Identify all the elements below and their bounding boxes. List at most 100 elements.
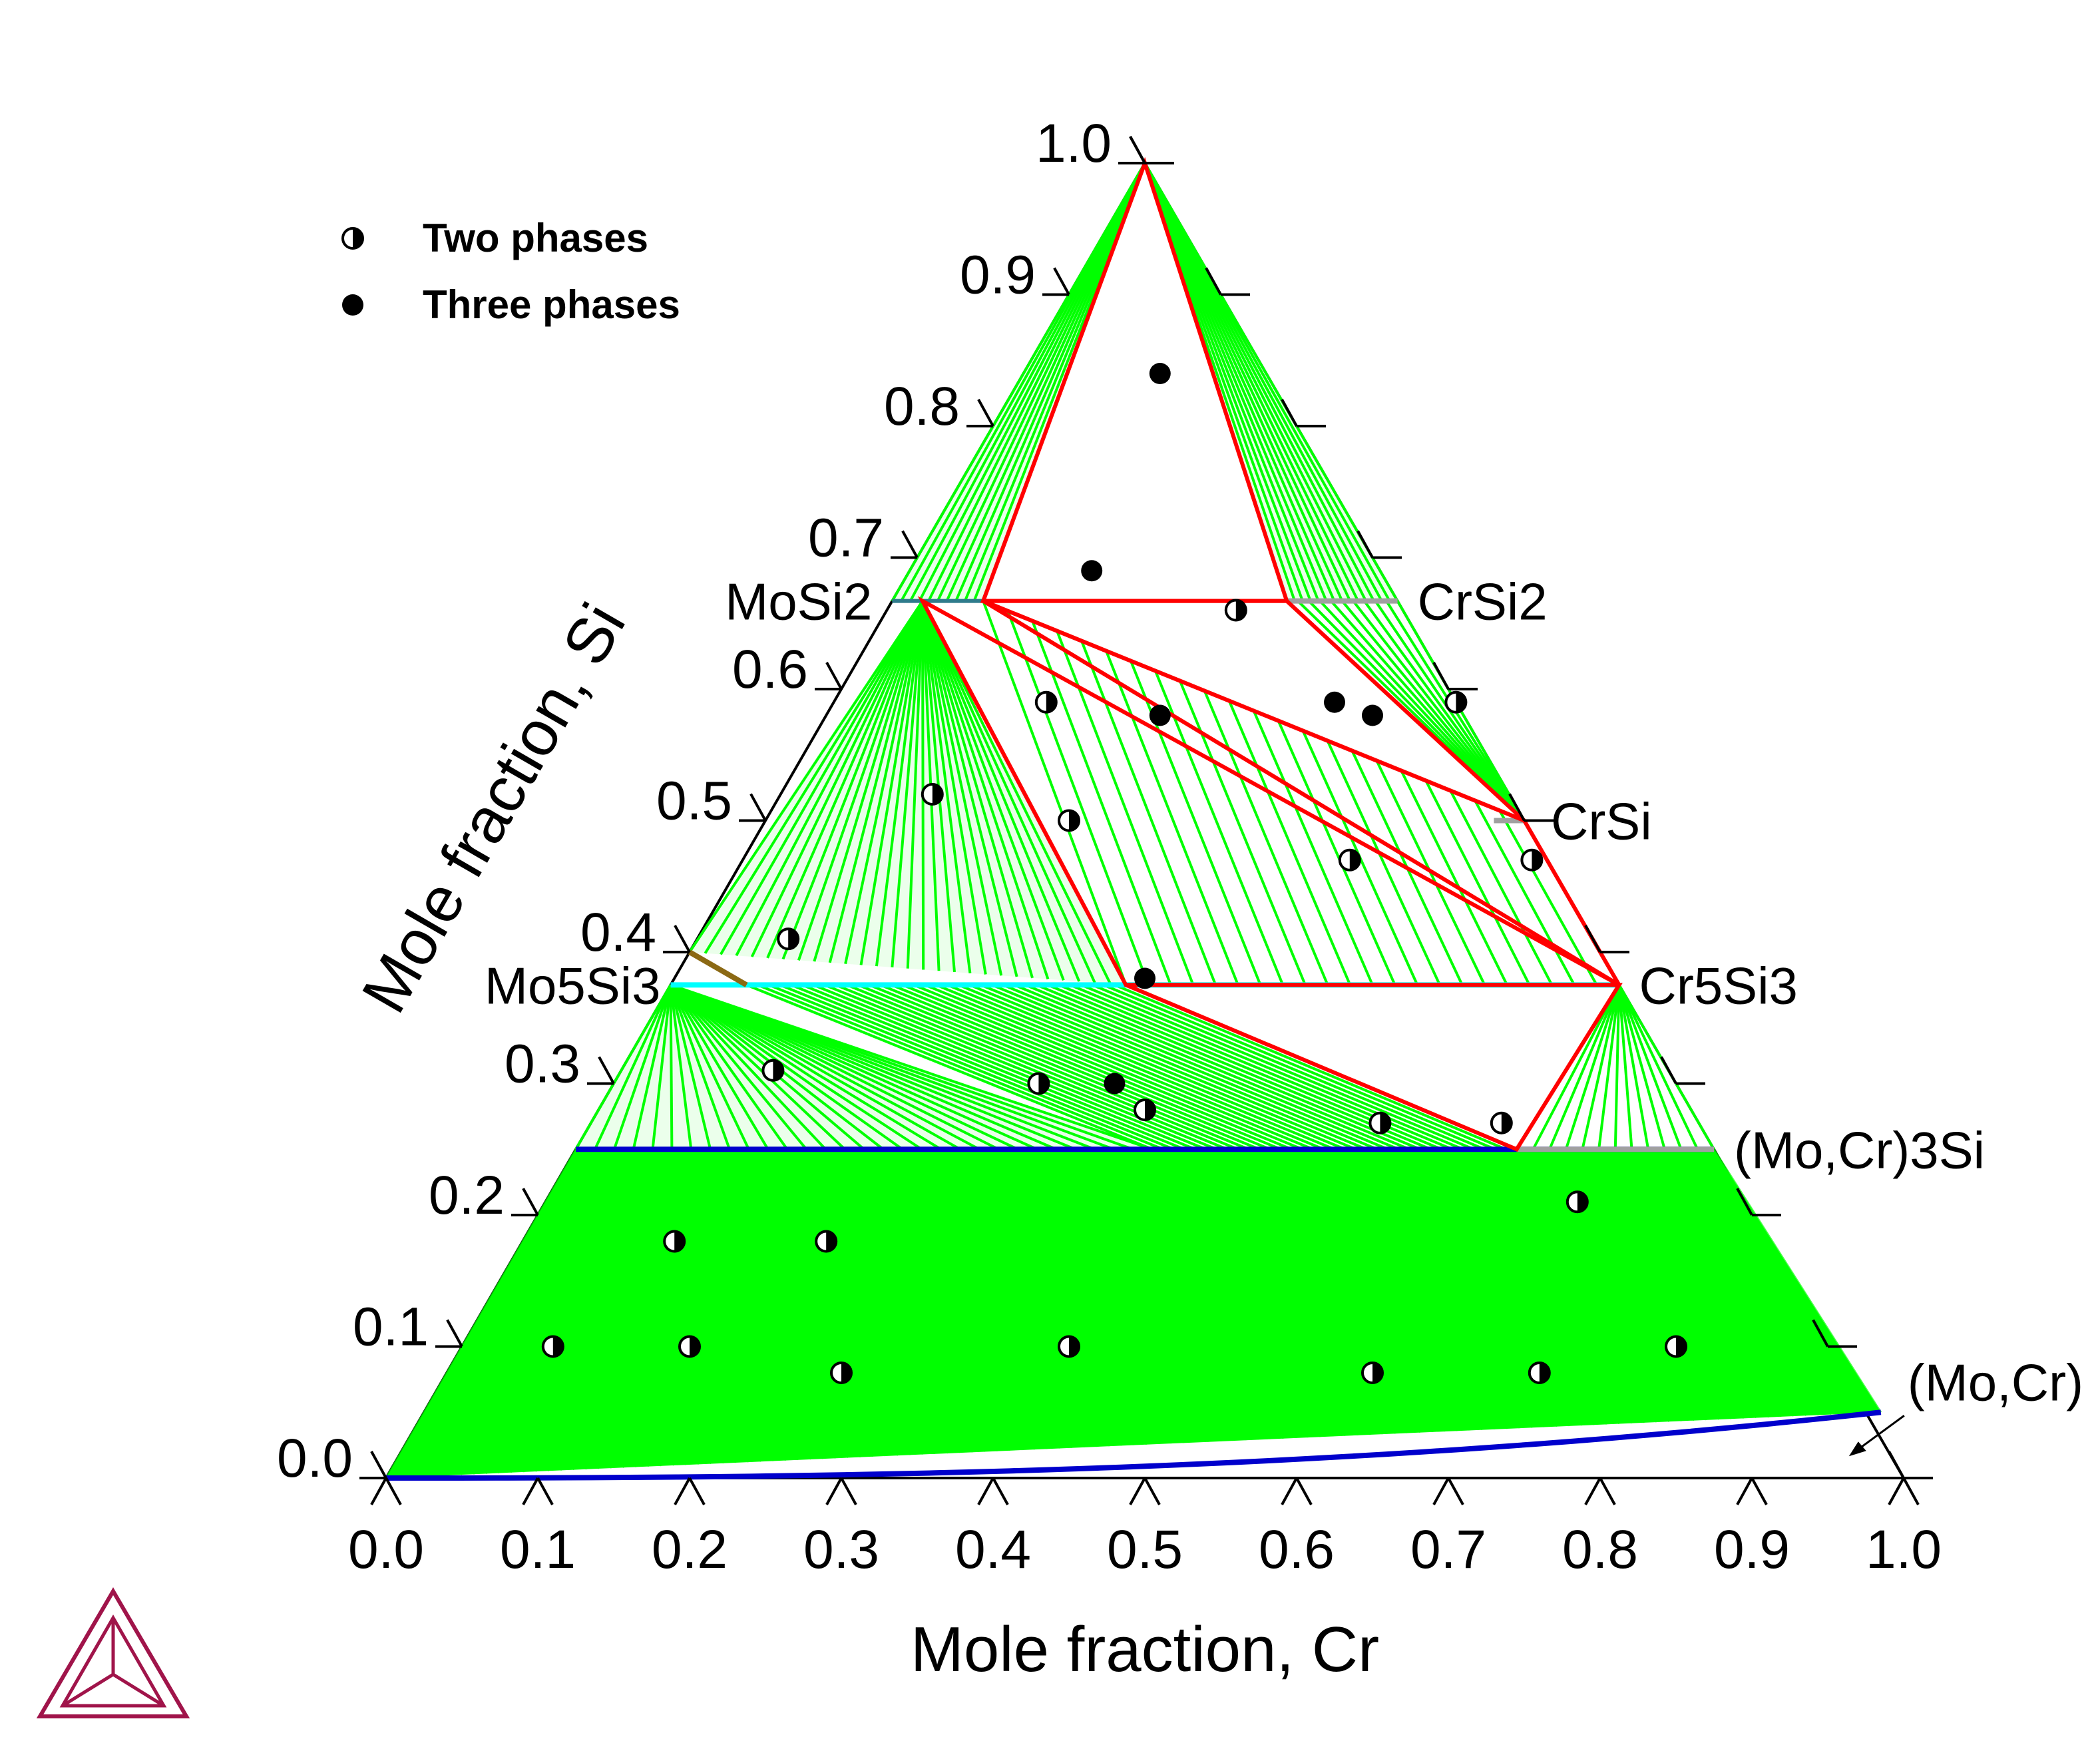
tie-line xyxy=(954,162,1146,602)
marker-half xyxy=(1577,1192,1587,1212)
marker-half xyxy=(773,1060,783,1081)
right-tick xyxy=(1129,136,1146,164)
tie-line xyxy=(797,601,924,961)
tie-line xyxy=(844,601,924,965)
tie-line xyxy=(1286,1149,1322,1437)
x-tick xyxy=(1129,1477,1146,1505)
x-tick xyxy=(688,1477,706,1505)
tie-line xyxy=(1371,1148,1434,1433)
two-phase-point xyxy=(541,1335,564,1358)
x-tick xyxy=(1751,1477,1768,1505)
marker-half xyxy=(1501,1113,1512,1133)
x-tick xyxy=(977,1477,994,1505)
tie-line xyxy=(1363,600,1526,822)
x-tick xyxy=(1902,1477,1920,1505)
arrow-line xyxy=(1853,1415,1905,1453)
tie-line xyxy=(1618,1148,1757,1419)
tie-line xyxy=(1713,1148,1882,1413)
y-tick xyxy=(977,399,994,427)
tie-line xyxy=(982,600,1128,986)
tie-line xyxy=(734,1148,843,1463)
tie-line xyxy=(1438,1148,1521,1429)
three-phase-point xyxy=(1081,560,1103,582)
two-phase-point xyxy=(1665,1335,1687,1358)
right-tick xyxy=(1205,267,1222,296)
tie-line xyxy=(1056,630,1195,986)
right-tick xyxy=(1660,1056,1677,1085)
legend: Two phases Three phases xyxy=(341,216,680,327)
tie-line xyxy=(584,1148,729,1470)
phase-label: MoSi2 xyxy=(725,573,872,631)
tie-line xyxy=(459,1148,634,1475)
tie-line xyxy=(1617,984,1666,1150)
tie-line xyxy=(670,983,1154,1151)
x-tick xyxy=(536,1477,554,1505)
tie-line xyxy=(927,162,1146,602)
tie-line xyxy=(828,601,924,963)
tie-line xyxy=(906,601,924,969)
tie-line xyxy=(1020,1149,1061,1451)
tie-line xyxy=(688,600,924,953)
right-tick xyxy=(1508,793,1526,822)
tie-line xyxy=(612,984,672,1150)
tie-line xyxy=(757,983,1164,1151)
marker-half xyxy=(1235,600,1246,621)
tie-line xyxy=(1219,1149,1235,1441)
right-tick xyxy=(1281,399,1298,427)
tie-region-9 xyxy=(385,1148,1882,1479)
y-tick xyxy=(825,662,843,690)
tie-line xyxy=(933,1148,994,1455)
tie-line xyxy=(1341,600,1526,822)
two-phase-point xyxy=(663,1230,686,1253)
y-tick xyxy=(901,530,919,559)
tie-line xyxy=(670,983,961,1150)
tie-line xyxy=(669,984,808,1150)
tie-line xyxy=(1504,1148,1608,1425)
tie-line xyxy=(1095,1149,1118,1447)
tie-line xyxy=(1014,983,1410,1151)
tie-line xyxy=(1267,1149,1297,1439)
tie-line xyxy=(1343,1148,1396,1434)
tie-line xyxy=(534,1148,691,1472)
tie-line xyxy=(921,601,987,975)
tie-line xyxy=(982,1149,1032,1452)
tie-line xyxy=(669,984,731,1150)
tie-line-regions xyxy=(385,162,1882,1479)
tie-line xyxy=(1132,1149,1146,1445)
two-phase-point xyxy=(1361,1362,1384,1384)
tie-region-6 xyxy=(574,983,1154,1151)
tie-line xyxy=(821,1148,909,1459)
two-phase-point xyxy=(1566,1190,1589,1214)
tie-line xyxy=(1210,1149,1222,1441)
three-phase-point xyxy=(1149,704,1171,726)
tie-line xyxy=(1324,1149,1371,1435)
tie-line xyxy=(835,983,1239,1151)
tie-line xyxy=(1564,984,1621,1150)
two-phase-point xyxy=(1528,1362,1551,1384)
tie-line xyxy=(1032,1149,1070,1450)
thermo-calc-logo xyxy=(36,1587,190,1718)
tie-line xyxy=(958,983,1357,1151)
tie-line xyxy=(1456,1148,1546,1427)
tie-line xyxy=(1362,1148,1421,1433)
tie-line xyxy=(1449,790,1554,986)
marker-half xyxy=(932,784,943,804)
tie-line xyxy=(1006,610,1150,986)
tie-line xyxy=(1308,600,1526,822)
tie-line xyxy=(1617,985,1650,1150)
x-tick xyxy=(1888,1477,1905,1505)
three-phase-point xyxy=(1134,967,1155,989)
tie-line xyxy=(659,1148,785,1467)
right-tick xyxy=(1357,530,1374,559)
tie-line xyxy=(1352,600,1526,822)
x-tick xyxy=(522,1477,539,1505)
y-tick-label: 0.4 xyxy=(580,902,656,963)
tie-line xyxy=(921,601,1034,979)
tie-line xyxy=(646,1148,776,1467)
two-phase-point xyxy=(1058,1335,1080,1358)
x-tick xyxy=(370,1477,387,1505)
tie-line xyxy=(670,983,904,1150)
tie-line xyxy=(1201,1149,1209,1442)
tie-line xyxy=(1400,770,1508,986)
mo-cr-solid-solution-curve xyxy=(385,1409,1882,1481)
